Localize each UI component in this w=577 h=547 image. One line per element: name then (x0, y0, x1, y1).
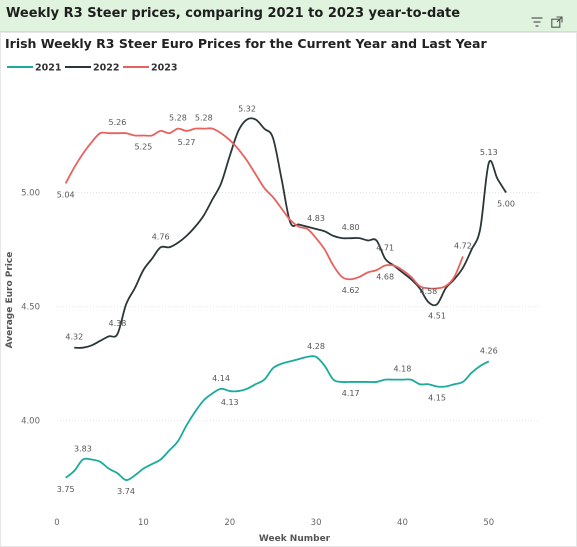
data-label-2021: 3.83 (74, 445, 92, 454)
legend-label-2023: 2023 (151, 63, 177, 74)
data-label-2022: 4.83 (307, 214, 325, 223)
data-label-2021: 4.18 (394, 365, 412, 374)
x-axis-title: Week Number (259, 534, 331, 544)
series-line-2023 (64, 127, 464, 290)
data-label-2021: 4.28 (307, 342, 325, 351)
legend-label-2022: 2022 (93, 63, 119, 74)
data-label-2021: 3.75 (57, 485, 75, 494)
y-axis-title: Average Euro Price (5, 252, 15, 349)
data-label-2023: 5.04 (57, 190, 75, 199)
data-label-2023: 5.27 (178, 138, 196, 147)
x-tick-label: 10 (138, 518, 149, 528)
data-label-2022: 4.38 (109, 319, 127, 328)
report-title: Weekly R3 Steer prices, comparing 2021 t… (6, 6, 461, 21)
data-label-2022: 4.71 (376, 244, 394, 253)
data-label-2021: 4.26 (480, 346, 498, 355)
legend-label-2021: 2021 (35, 63, 61, 74)
data-label-2022: 4.32 (65, 333, 83, 342)
data-label-2023: 5.26 (109, 118, 127, 127)
series-line-2021 (65, 355, 490, 481)
series-line-2022 (74, 117, 507, 349)
data-label-2022: 5.00 (497, 200, 515, 209)
data-label-2021: 4.13 (221, 398, 239, 407)
report-header: Weekly R3 Steer prices, comparing 2021 t… (0, 0, 577, 32)
data-label-2021: 4.14 (212, 374, 230, 383)
y-tick-label: 5.00 (21, 189, 40, 199)
y-tick-label: 4.00 (21, 417, 40, 427)
focus-mode-icon[interactable] (549, 14, 565, 30)
data-label-2022: 4.76 (152, 232, 170, 241)
x-tick-label: 20 (224, 518, 235, 528)
data-label-2023: 4.72 (454, 241, 472, 250)
data-label-2023: 5.28 (195, 114, 213, 123)
x-tick-label: 30 (311, 518, 322, 528)
x-tick-label: 50 (483, 518, 494, 528)
data-label-2022: 5.13 (480, 148, 498, 157)
data-label-2021: 4.17 (342, 389, 360, 398)
filter-icon[interactable] (529, 14, 545, 30)
data-label-2022: 4.51 (428, 311, 446, 320)
x-tick-label: 0 (54, 518, 59, 528)
data-label-2023: 4.68 (376, 273, 394, 282)
data-label-2022: 4.58 (419, 287, 437, 296)
data-label-2021: 3.74 (117, 487, 135, 496)
chart-title: Irish Weekly R3 Steer Euro Prices for th… (5, 36, 487, 51)
data-label-2022: 4.80 (342, 223, 360, 232)
data-label-2023: 4.62 (342, 286, 360, 295)
data-label-2023: 5.28 (169, 114, 187, 123)
data-label-2021: 4.15 (428, 393, 446, 402)
x-tick-label: 40 (397, 518, 408, 528)
data-label-2022: 5.32 (238, 105, 256, 114)
data-label-2023: 5.25 (134, 142, 152, 151)
y-tick-label: 4.50 (21, 303, 40, 313)
